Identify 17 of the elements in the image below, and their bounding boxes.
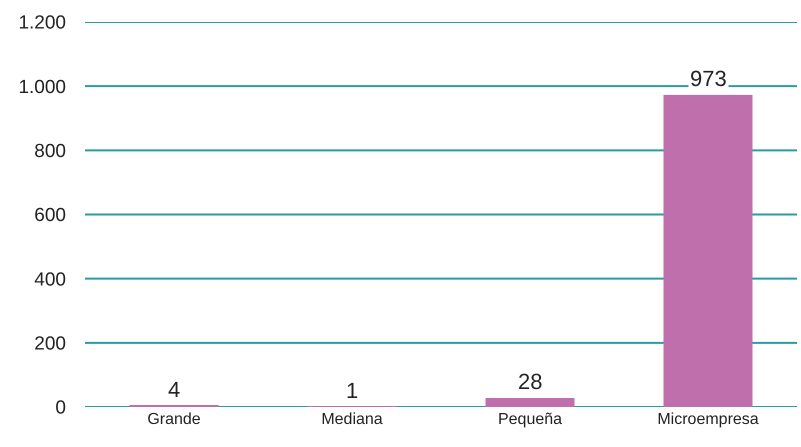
y-tick-label: 800 [34, 140, 66, 162]
data-label: 4 [168, 377, 180, 402]
x-tick-label: Pequeña [498, 411, 562, 428]
data-label: 28 [518, 369, 542, 394]
y-tick-label: 1.200 [18, 12, 66, 34]
y-tick-label: 1.000 [18, 76, 66, 98]
bar [486, 398, 574, 407]
y-tick-label: 400 [34, 269, 66, 290]
x-tick-label: Mediana [321, 411, 383, 428]
y-tick-label: 0 [55, 398, 66, 419]
y-tick-label: 600 [34, 205, 66, 226]
y-tick-label: 200 [34, 333, 66, 354]
x-tick-label: Grande [147, 411, 201, 428]
data-label: 973 [690, 66, 727, 91]
data-label: 1 [346, 378, 358, 403]
x-tick-label: Microempresa [657, 411, 759, 428]
bar [664, 94, 752, 407]
